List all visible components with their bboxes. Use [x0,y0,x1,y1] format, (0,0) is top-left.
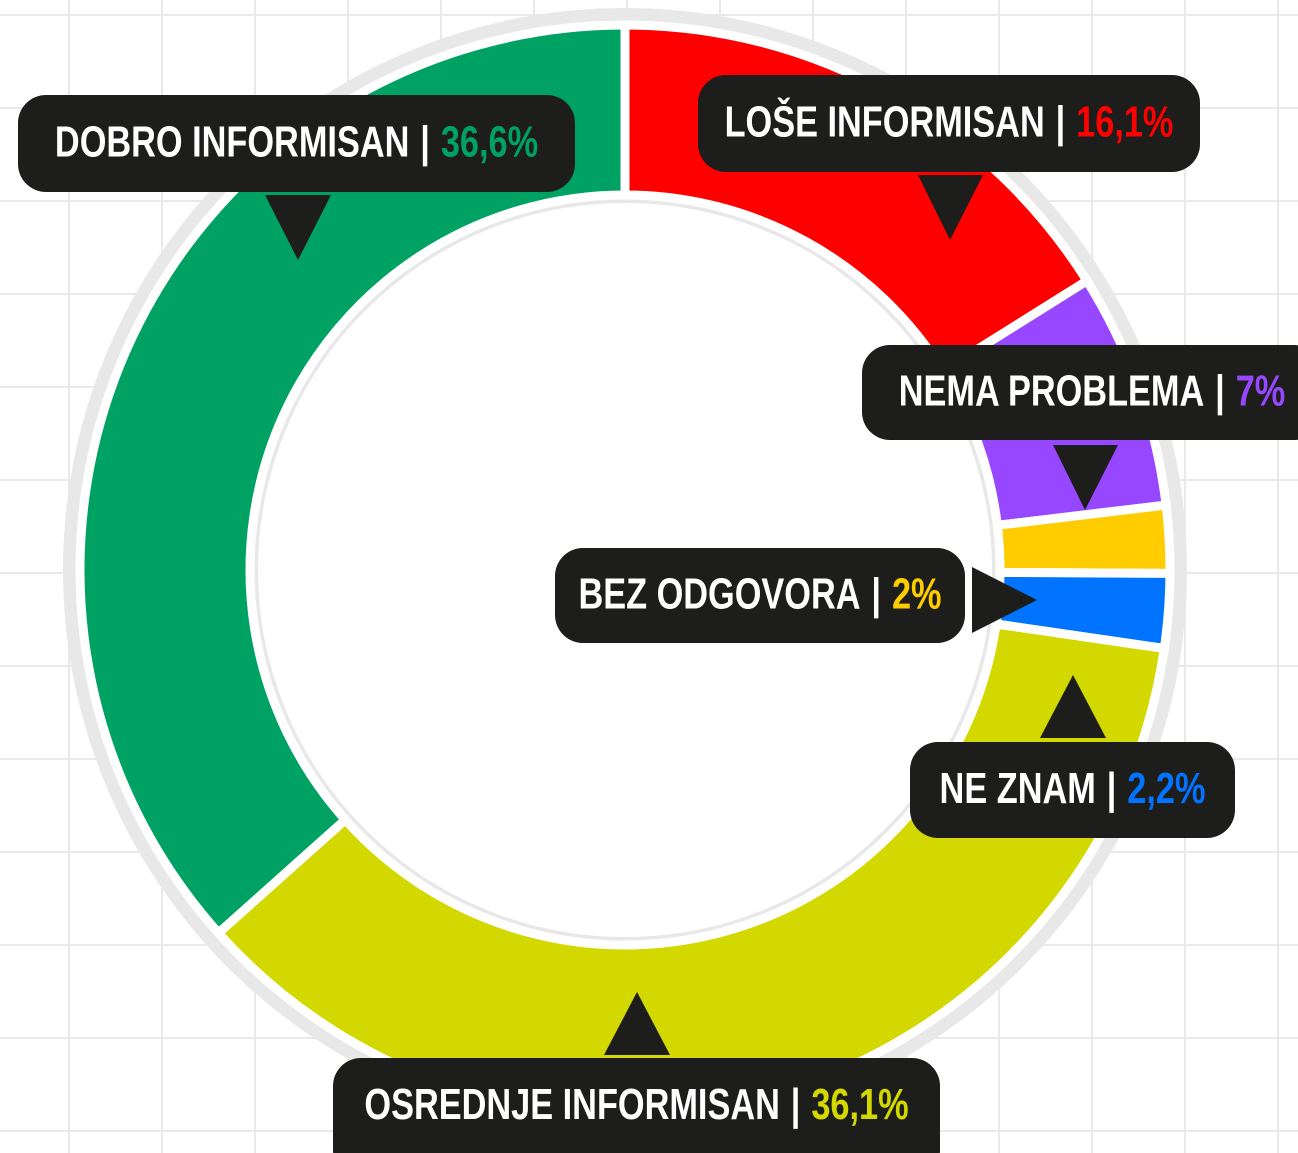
label-separator: | [791,1081,801,1130]
label-pointer [1053,445,1118,510]
label-pointer [265,195,331,260]
label-pointer [1040,675,1106,738]
label-name: OSREDNJE INFORMISAN [364,1081,779,1130]
segment [212,618,1170,1120]
label-name: BEZ ODGOVORA [578,570,860,619]
label-pointer [604,992,670,1055]
label-pointer [918,175,983,240]
label-text: DOBRO INFORMISAN | 36,6% [55,118,538,167]
label-separator: | [1215,367,1225,416]
label-value: 7% [1236,367,1286,416]
label-separator: | [871,570,881,619]
label-text: NEMA PROBLEMA | 7% [899,367,1286,416]
label-box [698,75,1200,172]
label-box [333,1058,940,1153]
segment [75,20,630,940]
label-text: OSREDNJE INFORMISAN | 36,1% [364,1081,908,1130]
label-value: 36,6% [441,118,538,167]
label-text: NE ZNAM | 2,2% [940,765,1206,814]
label-name: DOBRO INFORMISAN [55,118,409,167]
label-name: LOŠE INFORMISAN [725,97,1045,147]
label-pointer [972,567,1037,633]
labels: LOŠE INFORMISAN | 16,1%NEMA PROBLEMA | 7%BEZ… [18,75,1298,1153]
label-value: 2,2% [1127,765,1205,814]
label-value: 16,1% [1076,98,1173,147]
label-name: NEMA PROBLEMA [899,367,1205,416]
label-box [18,95,575,192]
label-box [862,345,1298,440]
label-separator: | [420,118,430,167]
label-text: BEZ ODGOVORA | 2% [578,570,941,619]
label-value: 2% [892,570,942,619]
label-separator: | [1107,765,1117,814]
label-name: NE ZNAM [940,765,1096,814]
label-box [555,548,965,643]
label-text: LOŠE INFORMISAN | 16,1% [725,97,1174,147]
label-separator: | [1056,98,1066,147]
label-value: 36,1% [811,1081,908,1130]
label-box [910,742,1235,838]
segments [75,20,1175,1120]
